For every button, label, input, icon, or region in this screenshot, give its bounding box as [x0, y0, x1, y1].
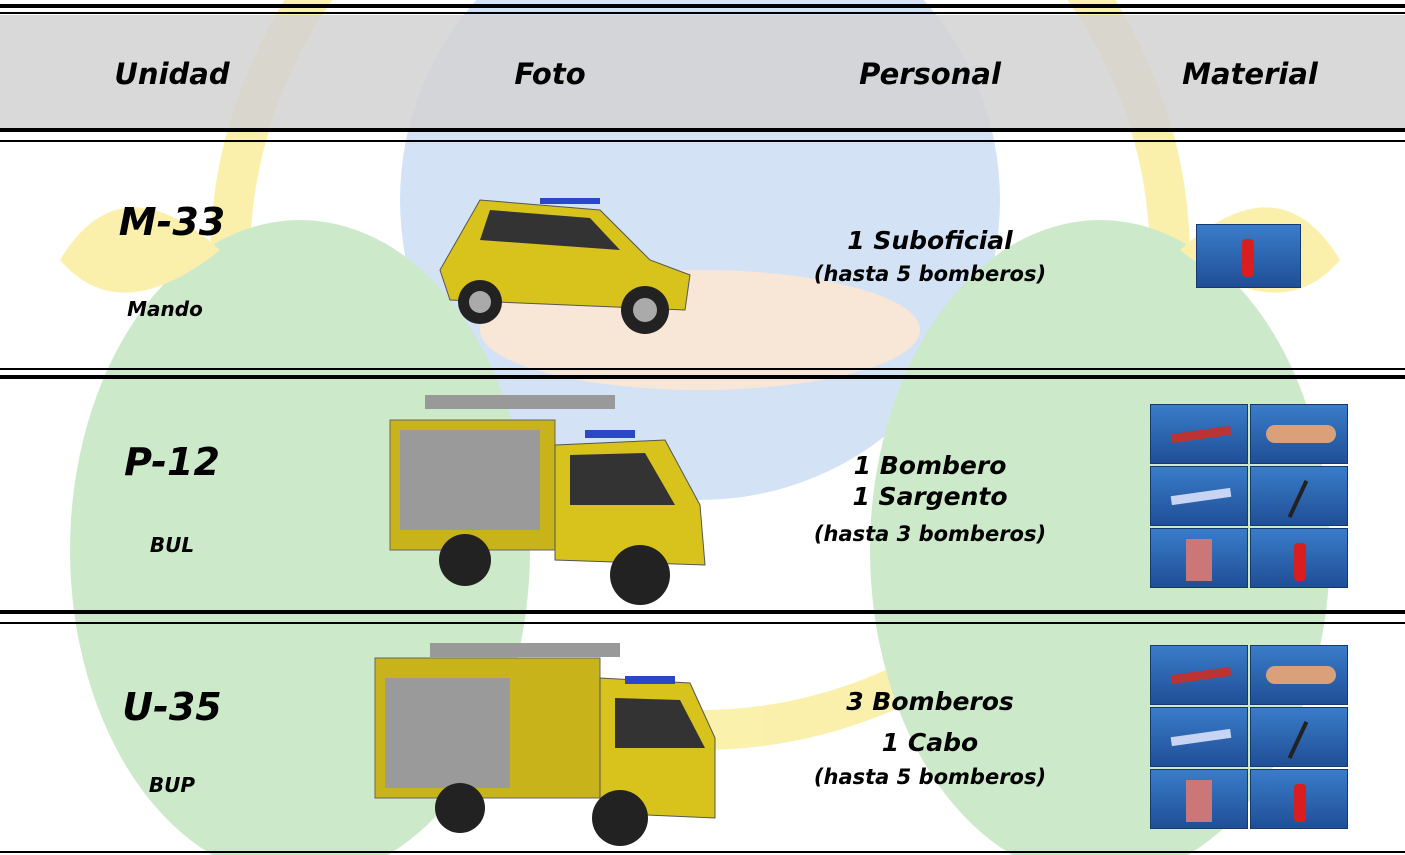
personnel-note: (hasta 5 bomberos) — [813, 262, 1047, 286]
unit-type: BUP — [148, 773, 196, 797]
material-icon — [1250, 528, 1348, 588]
unit-type: Mando — [127, 297, 203, 321]
material-icon — [1196, 224, 1301, 288]
column-header: Foto — [514, 57, 586, 91]
rule — [0, 4, 1405, 8]
vehicle-photo — [389, 395, 706, 605]
material-icon — [1150, 404, 1248, 464]
material-icon — [1150, 528, 1248, 588]
rule — [0, 622, 1405, 624]
material-icon — [1150, 645, 1248, 705]
personnel-note: (hasta 3 bomberos) — [813, 522, 1047, 546]
unit-code: M-33 — [118, 200, 226, 244]
personnel: 1 Cabo — [881, 728, 979, 757]
rule — [0, 851, 1405, 853]
material-icon — [1250, 466, 1348, 526]
rule — [0, 368, 1405, 370]
rule — [0, 128, 1405, 132]
material-grid — [1196, 224, 1301, 288]
material-icon — [1250, 645, 1348, 705]
unit-code: U-35 — [122, 685, 222, 729]
material-grid — [1150, 404, 1348, 588]
material-icon — [1150, 466, 1248, 526]
material-icon — [1250, 707, 1348, 767]
rule — [0, 140, 1405, 142]
column-header: Material — [1182, 57, 1318, 91]
personnel: 3 Bomberos — [846, 687, 1014, 716]
vehicle-photo — [439, 198, 691, 334]
unit-type: BUL — [149, 533, 195, 557]
vehicle-photo — [374, 643, 716, 846]
material-icon — [1250, 769, 1348, 829]
material-icon — [1150, 769, 1248, 829]
material-icon — [1150, 707, 1248, 767]
personnel: 1 Sargento — [852, 482, 1008, 511]
column-header: Personal — [859, 57, 1001, 91]
unit-code: P-12 — [124, 440, 220, 484]
personnel: 1 Suboficial — [847, 226, 1013, 255]
rule — [0, 610, 1405, 614]
personnel: 1 Bombero — [853, 451, 1007, 480]
column-header: Unidad — [114, 57, 230, 91]
material-grid — [1150, 645, 1348, 829]
header-band — [0, 15, 1405, 128]
personnel-note: (hasta 5 bomberos) — [813, 765, 1047, 789]
rule — [0, 12, 1405, 14]
rule — [0, 375, 1405, 379]
material-icon — [1250, 404, 1348, 464]
